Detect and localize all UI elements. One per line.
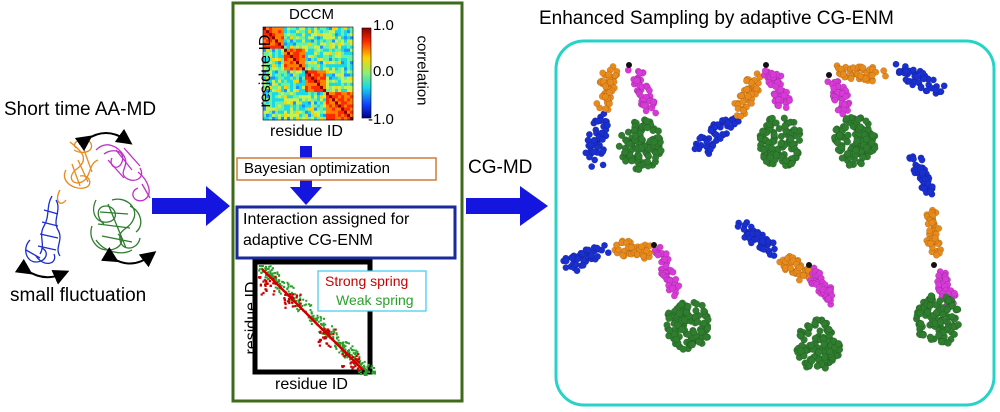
fluctuation-arrow-bottom-left xyxy=(14,258,70,285)
colorbar-tick-mid: 0.0 xyxy=(373,63,394,80)
flow-arrow-cg-md xyxy=(466,186,548,226)
green-domain-ribbon xyxy=(90,198,142,254)
spring-map-xlabel: residue ID xyxy=(275,376,348,393)
aa-md-protein xyxy=(14,128,157,285)
right-panel-frame xyxy=(554,39,996,407)
legend-weak-spring: Weak spring xyxy=(336,292,414,308)
fluctuation-arrow-bottom-right xyxy=(101,247,157,268)
cg-snapshots xyxy=(560,60,962,372)
middle-connector-1 xyxy=(300,146,312,158)
fluctuation-arrow-top xyxy=(74,128,133,152)
spring-contact-map xyxy=(258,265,376,376)
interaction-label-line2: adaptive CG-ENM xyxy=(243,232,373,249)
small-fluctuation-caption: small fluctuation xyxy=(10,285,147,306)
blue-domain-ribbon xyxy=(25,195,61,264)
enhanced-sampling-title: Enhanced Sampling by adaptive CG-ENM xyxy=(539,8,894,29)
bayes-label: Bayesian optimization xyxy=(244,160,390,177)
colorbar-tick-bottom: -1.0 xyxy=(368,111,394,128)
spring-map-ylabel: residue ID xyxy=(243,281,260,355)
orange-domain-ribbon xyxy=(56,138,99,204)
interaction-label-line1: Interaction assigned for xyxy=(243,211,410,228)
magenta-domain-ribbon xyxy=(95,144,151,202)
cg-md-label: CG-MD xyxy=(468,157,533,178)
dccm-heatmap xyxy=(262,26,354,121)
dccm-ylabel: residue ID xyxy=(257,34,274,108)
aa-md-title: Short time AA-MD xyxy=(4,99,157,120)
colorbar-tick-top: 1.0 xyxy=(373,17,394,34)
colorbar-label: correlation xyxy=(413,35,431,106)
dccm-title: DCCM xyxy=(289,6,334,23)
spring-legend-box xyxy=(317,270,427,312)
bayes-box xyxy=(236,157,437,181)
middle-arrow-to-interaction xyxy=(290,180,322,205)
flow-arrow-aa-to-cg xyxy=(152,186,230,226)
interaction-box xyxy=(235,205,457,260)
middle-panel-frame xyxy=(231,1,464,403)
dccm-colorbar xyxy=(361,27,372,119)
legend-strong-spring: Strong spring xyxy=(325,273,409,289)
dccm-xlabel: residue ID xyxy=(270,123,343,140)
